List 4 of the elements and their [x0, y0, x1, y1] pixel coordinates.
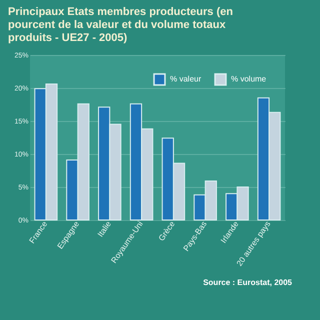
- source-note: Source : Eurostat, 2005: [203, 278, 293, 287]
- legend-label: % valeur: [170, 74, 202, 84]
- chart-title: Principaux Etats membres producteurs (en pourcent de la valeur et du volume totaux produits - UE27 - 2005): [8, 6, 234, 44]
- legend-label: % volume: [231, 74, 267, 84]
